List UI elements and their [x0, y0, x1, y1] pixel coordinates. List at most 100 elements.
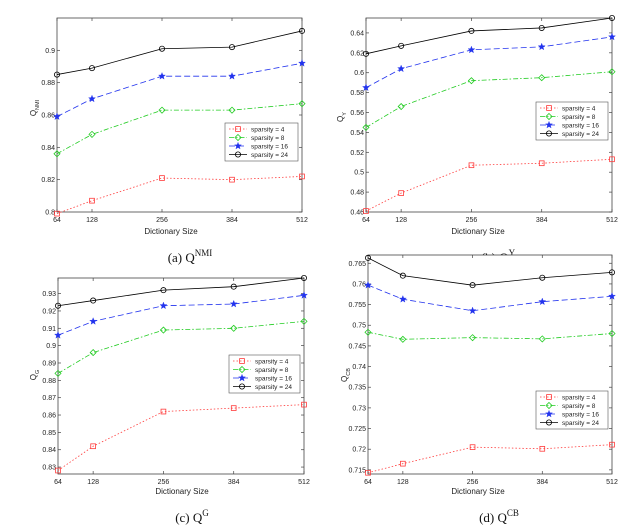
panel-a-series-2-marker-diamond	[228, 106, 236, 114]
panel-d-series-4-marker-circle	[364, 254, 371, 261]
panel-a-legend-4-marker-circle	[234, 151, 241, 158]
panel-c-legend-3-marker-star	[238, 373, 246, 382]
panel-c-caption-sup: G	[202, 508, 209, 518]
panel-d-y-tick-label: 0.735	[348, 385, 366, 392]
panel-c-series-1-marker-square	[230, 405, 237, 411]
panel-b: 0.46 0.48 0.5 0.52 0.54 0.56 0.58 0.6 0.62 0.64 64…	[336, 14, 618, 265]
panel-d-x-tick-label: 512	[606, 479, 618, 486]
panel-d-series-line-1	[367, 444, 613, 474]
panel-a-series-1-marker-square	[89, 197, 95, 204]
panel-d-x-tick-label: 384	[536, 479, 548, 486]
panel-b-series-4-marker-circle	[362, 50, 369, 57]
panel-d-legend-4-marker-circle	[546, 419, 553, 426]
panel-d-series-2-marker-diamond	[399, 335, 407, 343]
panel-b-series-1-marker-square	[398, 190, 404, 196]
panel-b-legend-4-marker-circle	[546, 130, 553, 137]
panel-d-caption: (d) QCB	[479, 508, 519, 525]
panel-b-caption-sup: Y	[509, 248, 516, 258]
panel-a-legend-3-marker-star	[234, 141, 242, 150]
panel-d-y-tick-label: 0.75	[352, 323, 366, 330]
panel-a-y-axis-label: QNMI	[29, 99, 41, 116]
panel-d-y-tick-label: 0.755	[348, 302, 366, 309]
panel-b-y-tick-label: 0.64	[350, 30, 364, 37]
panel-d-series-4-marker-circle	[399, 272, 406, 279]
panel-c-series-2-marker-diamond	[300, 317, 308, 325]
panel-b-series-2-marker-diamond	[362, 123, 370, 132]
panel-c-y-tick-label: 0.83	[42, 465, 56, 472]
panel-c-series-4-marker-circle	[90, 297, 97, 304]
panel-b-series-1-marker-square	[538, 160, 545, 167]
panel-d-series-1-marker-square	[609, 441, 615, 448]
panel-c-x-tick-label: 384	[228, 479, 240, 486]
panel-d-axes-box	[367, 254, 613, 475]
panel-a-series-4-marker-circle	[298, 27, 305, 34]
panel-d-legend-2-marker-diamond	[545, 401, 553, 410]
panel-d-series-3-marker-star	[364, 280, 372, 289]
panel-d-series-2-marker-diamond	[608, 329, 616, 338]
panel-d-y-tick-label: 0.74	[352, 364, 366, 371]
panel-b-x-tick-label: 512	[606, 217, 618, 224]
panel-d-y-tick-label: 0.725	[348, 426, 366, 433]
panel-a-legend-label-4: sparsity = 24	[251, 152, 288, 159]
panel-b-x-tick-label: 256	[466, 217, 478, 224]
panel-b-y-tick-label: 0.52	[350, 150, 364, 157]
panel-b-series-2-marker-diamond	[538, 74, 546, 82]
panel-c-series-3-marker-star	[89, 317, 98, 325]
panel-c-series-2-marker-diamond	[159, 326, 167, 334]
panel-c-series-3-marker-star	[54, 331, 62, 339]
panel-b-y-tick-label: 0.5	[354, 170, 364, 177]
panel-c-x-tick-label: 128	[87, 479, 99, 486]
panel-c-series-4-marker-circle	[55, 302, 62, 309]
panel-b-y-axis-label-sub: Y	[342, 112, 348, 116]
panel-b-x-axis-label: Dictionary Size	[451, 227, 505, 236]
panel-b-series-4-marker-circle	[609, 14, 616, 21]
panel-c-caption-main: (c) Q	[175, 510, 203, 525]
panel-c-series-line-4	[57, 277, 305, 307]
panel-d-y-tick-label: 0.73	[352, 405, 366, 412]
panel-a-series-2-marker-diamond	[53, 150, 61, 158]
panel-a-series-3-marker-star	[88, 94, 96, 103]
panel-d-x-axis-label: Dictionary Size	[451, 487, 505, 496]
panel-c-x-tick-label: 256	[158, 479, 170, 486]
panel-d-x-tick-label: 256	[467, 479, 479, 486]
panel-c-y-tick-label: 0.89	[42, 360, 56, 367]
panel-d-y-axis-label: QCB	[340, 368, 352, 382]
panel-d-y-tick-label: 0.72	[352, 447, 366, 454]
panel-d-series-1-marker-square	[469, 444, 476, 450]
panel-c-legend-1-marker-square	[239, 358, 245, 364]
panel-d-series-2-marker-diamond	[469, 334, 477, 342]
panel-a-legend-label-1: sparsity = 4	[251, 126, 285, 133]
panel-d-y-axis-label-main: Q	[340, 376, 349, 382]
panel-b-legend-label-2: sparsity = 8	[562, 114, 596, 121]
panel-d-caption-sup: CB	[507, 508, 519, 518]
panel-b-y-tick-label: 0.46	[350, 210, 364, 217]
panel-a-series-line-2	[56, 103, 303, 155]
panel-d-series-2-marker-diamond	[364, 328, 372, 336]
panel-a-series-4-marker-circle	[89, 65, 96, 72]
panel-b-series-3-marker-star	[537, 42, 546, 51]
panel-c-series-3-marker-star	[300, 291, 308, 299]
panel-d-series-line-2	[367, 331, 613, 340]
panel-c-series-1-marker-square	[160, 408, 167, 415]
panel-c-legend-label-4: sparsity = 24	[255, 384, 292, 391]
panel-d-series-4-marker-circle	[469, 282, 476, 289]
panel-a-legend-label-3: sparsity = 16	[251, 143, 288, 150]
panel-d: 0.715 0.72 0.725 0.73 0.735 0.74 0.745 0.75 0.75…	[340, 254, 618, 525]
panel-a-x-axis-label: Dictionary Size	[144, 227, 198, 236]
panel-d-legend-label-2: sparsity = 8	[562, 403, 596, 410]
panel-c-series-2-marker-diamond	[54, 369, 62, 377]
panel-a-x-tick-label: 256	[156, 217, 168, 224]
panel-c-y-tick-label: 0.91	[42, 326, 56, 333]
panel-a-legend-1-marker-square	[235, 126, 241, 132]
panel-a-caption-main: (a) Q	[168, 250, 196, 265]
panel-a: 0.8 0.82 0.84 0.86 0.88 0.9 64 128 256 384 512 Dict…	[29, 17, 308, 265]
panel-c-series-1-marker-square	[301, 401, 307, 408]
panel-b-series-4-marker-circle	[398, 42, 405, 49]
panel-a-x-tick-label: 512	[296, 217, 308, 224]
panel-a-series-4-marker-circle	[228, 44, 235, 51]
panel-b-legend-1-marker-square	[546, 105, 552, 111]
panel-d-legend-1-marker-square	[546, 394, 552, 400]
panel-c-y-tick-label: 0.88	[42, 378, 56, 385]
